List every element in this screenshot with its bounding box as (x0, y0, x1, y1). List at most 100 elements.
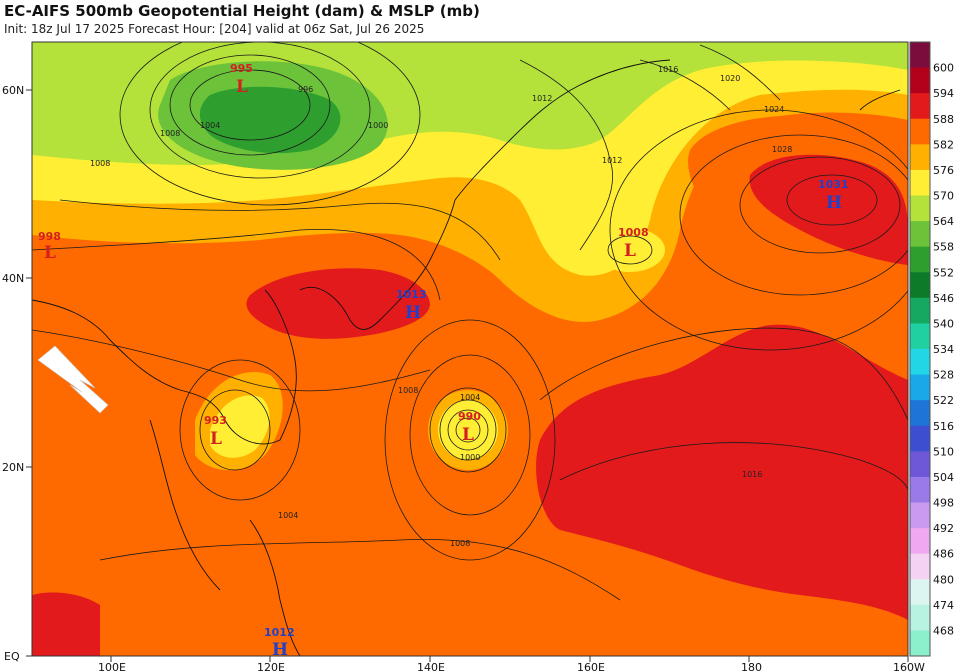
colorbar-level-label: 492 (933, 522, 954, 535)
colorbar-level-label: 528 (933, 369, 954, 382)
coastline-layer (32, 59, 901, 656)
colorbar-swatch (910, 528, 930, 555)
isobar-label: 1008 (160, 129, 180, 138)
lon-label-100e: 100E (98, 661, 126, 672)
colorbar-level-label: 510 (933, 445, 954, 458)
colorbar-swatch (910, 604, 930, 631)
colorbar-swatch (910, 400, 930, 427)
colorbar-swatch (910, 502, 930, 529)
high-center-letter: H (272, 640, 288, 660)
lon-axis: 100E 120E 140E 160E 180 160W (98, 656, 925, 672)
low-center-letter: L (210, 429, 222, 449)
isobar-label: 1016 (742, 470, 762, 479)
colorbar-level-label: 564 (933, 215, 954, 228)
lon-label-160w: 160W (893, 661, 925, 672)
colorbar-swatch (910, 195, 930, 222)
colorbar-swatch (910, 272, 930, 299)
colorbar-swatch (910, 42, 930, 69)
high-center-letter: H (405, 303, 421, 323)
colorbar-level-label: 480 (933, 573, 954, 586)
low-center-value: 998 (38, 230, 61, 243)
colorbar-swatch (910, 323, 930, 350)
colorbar-level-label: 594 (933, 87, 954, 100)
colorbar-level-label: 468 (933, 624, 954, 637)
lat-label-40n: 40N (2, 272, 24, 285)
isobar-labels: 1016 1012 1020 1024 1028 1008 1004 996 1… (90, 65, 792, 548)
colorbar-level-label: 522 (933, 394, 954, 407)
low-center-letter: L (624, 241, 636, 261)
colorbar-swatch (910, 221, 930, 248)
isobar-layer (32, 42, 908, 601)
colorbar-swatch (910, 118, 930, 145)
high-center-value: 1013 (396, 288, 427, 301)
lon-label-140e: 140E (417, 661, 445, 672)
colorbar-swatch (910, 374, 930, 401)
colorbar-level-label: 474 (933, 599, 954, 612)
isobar-label: 1020 (720, 74, 740, 83)
low-center-value: 993 (204, 414, 227, 427)
lon-label-120e: 120E (257, 661, 285, 672)
colorbar-swatch (910, 579, 930, 606)
lon-label-180: 180 (741, 661, 762, 672)
colorbar-swatch (910, 349, 930, 376)
colorbar-swatch (910, 630, 930, 657)
colorbar-level-label: 600 (933, 62, 954, 75)
map-subtitle: Init: 18z Jul 17 2025 Forecast Hour: [20… (4, 22, 425, 36)
high-center-value: 1012 (264, 626, 295, 639)
isobar-label: 1008 (398, 386, 418, 395)
height-fill-layer (32, 42, 908, 656)
colorbar-level-label: 486 (933, 548, 954, 561)
colorbar-level-label: 516 (933, 420, 954, 433)
lat-label-eq: EQ (4, 650, 20, 663)
lat-axis: 60N 40N 20N EQ (2, 84, 32, 663)
isobar-label: 1000 (460, 453, 480, 462)
colorbar-swatch (910, 246, 930, 273)
isobar-label: 1012 (532, 94, 552, 103)
colorbar-swatch (910, 476, 930, 503)
colorbar-level-label: 540 (933, 317, 954, 330)
isobar-label: 1004 (200, 121, 220, 130)
low-center-value: 995 (230, 62, 253, 75)
isobar-label: 996 (298, 85, 313, 94)
colorbar-level-label: 534 (933, 343, 954, 356)
low-center-letter: L (44, 243, 56, 263)
colorbar-swatch (910, 144, 930, 171)
isobar-label: 1016 (658, 65, 678, 74)
colorbar-swatch (910, 67, 930, 94)
isobar-label: 1028 (772, 145, 792, 154)
colorbar-level-label: 498 (933, 497, 954, 510)
isobar-label: 1004 (460, 393, 480, 402)
low-center-letter: L (236, 77, 248, 97)
low-center-value: 990 (458, 410, 481, 423)
colorbar-swatch (910, 451, 930, 478)
white-inset-marker (37, 345, 109, 414)
colorbar-swatch (910, 297, 930, 324)
colorbar-level-label: 576 (933, 164, 954, 177)
isobar-label: 1008 (90, 159, 110, 168)
colorbar-level-label: 552 (933, 266, 954, 279)
lat-label-60n: 60N (2, 84, 24, 97)
colorbar-level-label: 582 (933, 138, 954, 151)
high-center-letter: H (826, 193, 842, 213)
colorbar-level-label: 504 (933, 471, 954, 484)
high-center-value: 1031 (818, 178, 849, 191)
lon-label-160e: 160E (577, 661, 605, 672)
low-center-letter: L (462, 425, 474, 445)
colorbar-frame (909, 41, 931, 657)
colorbar-level-label: 570 (933, 190, 954, 203)
lat-label-20n: 20N (2, 461, 24, 474)
map-title: EC-AIFS 500mb Geopotential Height (dam) … (4, 2, 480, 20)
isobar-label: 1012 (602, 156, 622, 165)
colorbar-level-label: 558 (933, 241, 954, 254)
colorbar-swatch (910, 93, 930, 120)
colorbar-swatch (910, 425, 930, 452)
isobar-label: 1004 (278, 511, 298, 520)
colorbar-swatch (910, 553, 930, 580)
colorbar: 600 594 588 582 576 570 564 558 552 546 540 534 528 5… (909, 41, 954, 657)
isobar-label: 1008 (450, 539, 470, 548)
low-center-value: 1008 (618, 226, 649, 239)
pressure-centers: 995 L 998 L 1013 H 993 L 990 L 1008 L 10… (38, 62, 849, 660)
map-frame (31, 41, 909, 657)
colorbar-level-label: 588 (933, 113, 954, 126)
